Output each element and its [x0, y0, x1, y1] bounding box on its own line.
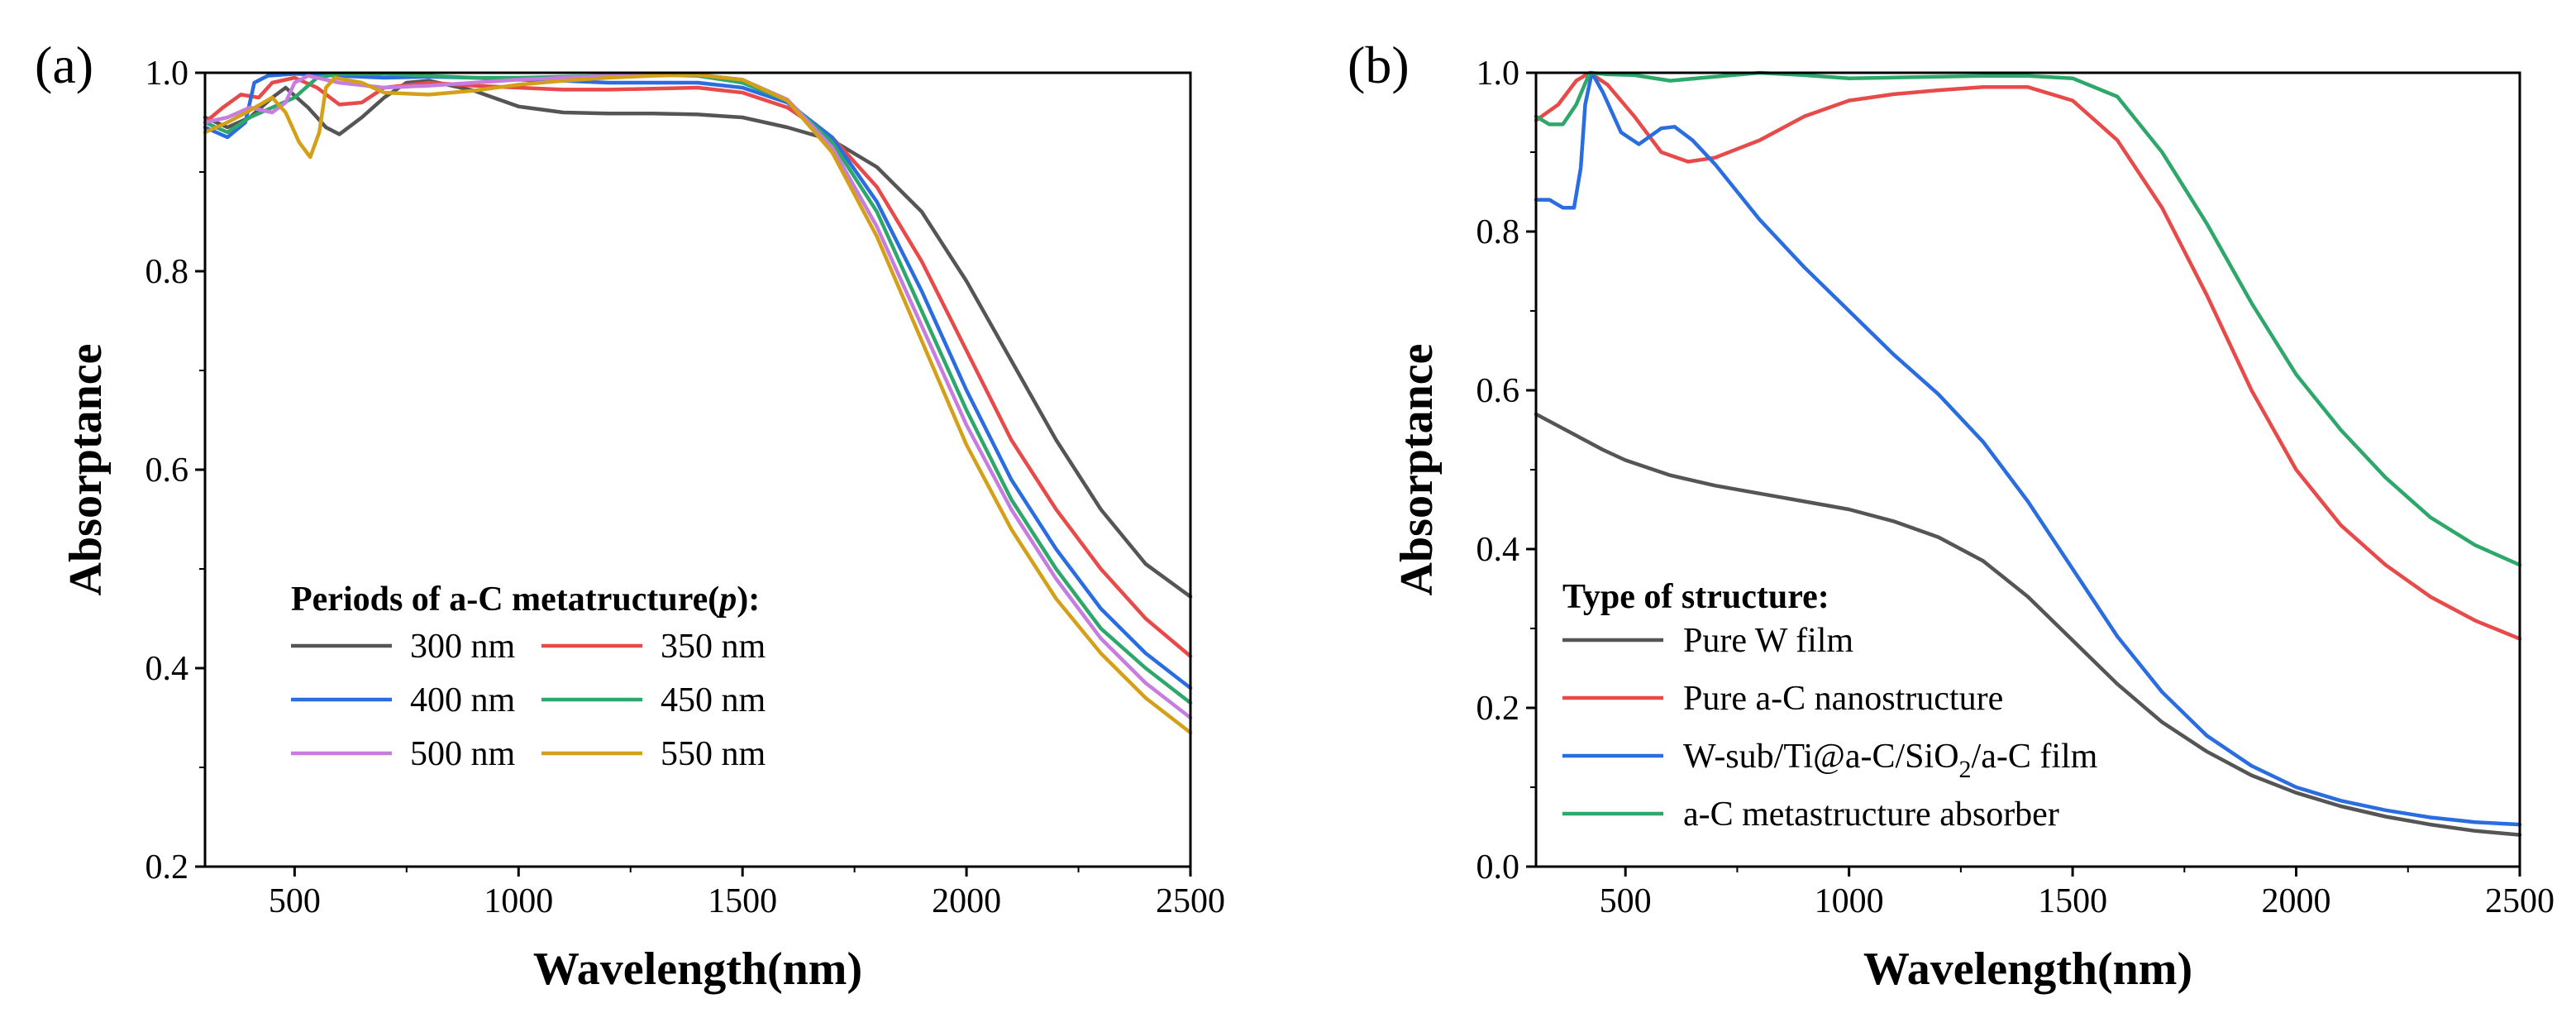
panel-b-legend-label-3: W-sub/Ti@a-C/SiO2/a-C film — [1683, 738, 2098, 783]
panel-a: (a) 500 1000 1500 2000 2500 0.2 0.4 0.6 0.8 1.0 W… — [35, 36, 1225, 995]
panel-a-x-tick-label: 1000 — [484, 882, 553, 920]
panel-a-series-line-2 — [203, 75, 1193, 658]
legend-label-subscript: 2 — [1959, 756, 1972, 783]
panel-b-y-tick-label: 0.4 — [1476, 531, 1520, 569]
panel-b-x-axis-title: Wavelength(nm) — [1863, 944, 2192, 995]
panel-b-series-line-3 — [1534, 70, 2522, 827]
panel-a-label: (a) — [35, 36, 93, 94]
panel-a-series-group — [203, 71, 1193, 735]
panel-a-x-tick-label: 2000 — [932, 882, 1001, 920]
panel-a-y-tick-label: 1.0 — [145, 55, 189, 93]
panel-a-legend-title-italic: p — [717, 580, 737, 619]
panel-a-legend-label-1: 300 nm — [410, 628, 516, 666]
panel-a-x-axis-title: Wavelength(nm) — [533, 944, 862, 995]
panel-b-ticks: 500 1000 1500 2000 2500 0.0 0.2 0.4 0.6 0.8 1.0 — [1476, 55, 2555, 920]
panel-a-ticks: 500 1000 1500 2000 2500 0.2 0.4 0.6 0.8 1.0 — [145, 55, 1226, 920]
panel-a-x-tick-label: 500 — [269, 882, 321, 920]
panel-a-y-tick-label: 0.8 — [145, 253, 189, 291]
panel-b-y-axis-title: Absorptance — [1391, 344, 1443, 596]
panel-a-y-tick-label: 0.4 — [145, 650, 189, 688]
panel-b-y-tick-label: 0.6 — [1476, 372, 1520, 410]
panel-b-legend: Type of structure: Pure W film Pure a-C n… — [1562, 578, 2098, 834]
panel-b-x-tick-label: 500 — [1600, 882, 1652, 920]
panel-b-legend-entries: Pure W film Pure a-C nanostructure W-sub/T… — [1562, 622, 2098, 834]
panel-b-x-tick-label: 1500 — [2038, 882, 2107, 920]
legend-label-part: /a-C film — [1972, 738, 2098, 776]
panel-b-x-tick-label: 2000 — [2262, 882, 2331, 920]
panel-b-legend-label-1: Pure W film — [1683, 622, 1853, 660]
panel-b-y-tick-label: 0.2 — [1476, 690, 1520, 728]
panel-b-legend-title: Type of structure: — [1562, 578, 1829, 616]
panel-a-legend: Periods of a-C metatructure(p): 300 nm 35… — [291, 580, 766, 773]
panel-a-y-axis-title: Absorptance — [60, 344, 112, 596]
panel-b: (b) 500 1000 1500 2000 2500 0.0 0.2 0.4 0.6 0.8 1.… — [1348, 36, 2555, 995]
panel-a-series-line-3 — [203, 71, 1193, 690]
panel-a-legend-label-5: 500 nm — [410, 735, 516, 773]
panel-a-series-line-5 — [203, 73, 1193, 720]
panel-b-y-tick-label: 0.8 — [1476, 213, 1520, 251]
panel-b-legend-label-2: Pure a-C nanostructure — [1683, 680, 2003, 718]
panel-b-x-tick-label: 2500 — [2485, 882, 2555, 920]
panel-a-x-tick-label: 2500 — [1156, 882, 1225, 920]
panel-b-y-tick-label: 0.0 — [1476, 848, 1520, 886]
panel-b-label: (b) — [1348, 36, 1410, 94]
panel-a-legend-label-4: 450 nm — [661, 681, 766, 719]
panel-a-legend-label-3: 400 nm — [410, 681, 516, 719]
panel-a-series-line-6 — [203, 73, 1193, 735]
panel-a-legend-entries: 300 nm 350 nm 400 nm 450 nm 500 nm 550 nm — [291, 628, 766, 773]
panel-a-legend-title-end: ): — [737, 580, 760, 619]
panel-a-x-tick-label: 1500 — [708, 882, 777, 920]
panel-a-legend-label-2: 350 nm — [661, 628, 766, 666]
panel-b-series-line-2 — [1534, 70, 2522, 641]
panel-a-series-line-1 — [203, 79, 1193, 599]
panel-b-y-tick-label: 1.0 — [1476, 55, 1520, 93]
panel-b-series-line-1 — [1534, 412, 2522, 837]
panel-b-x-tick-label: 1000 — [1815, 882, 1884, 920]
legend-label-part: W-sub/Ti@a-C/SiO — [1683, 738, 1959, 776]
panel-a-legend-label-6: 550 nm — [661, 735, 766, 773]
panel-a-legend-title: Periods of a-C metatructure(p): — [291, 580, 760, 619]
panel-a-y-tick-label: 0.2 — [145, 848, 189, 886]
panel-b-legend-label-4: a-C metastructure absorber — [1683, 796, 2059, 834]
panel-a-legend-title-main: Periods of a-C metatructure( — [291, 580, 719, 619]
panel-a-y-tick-label: 0.6 — [145, 452, 189, 490]
